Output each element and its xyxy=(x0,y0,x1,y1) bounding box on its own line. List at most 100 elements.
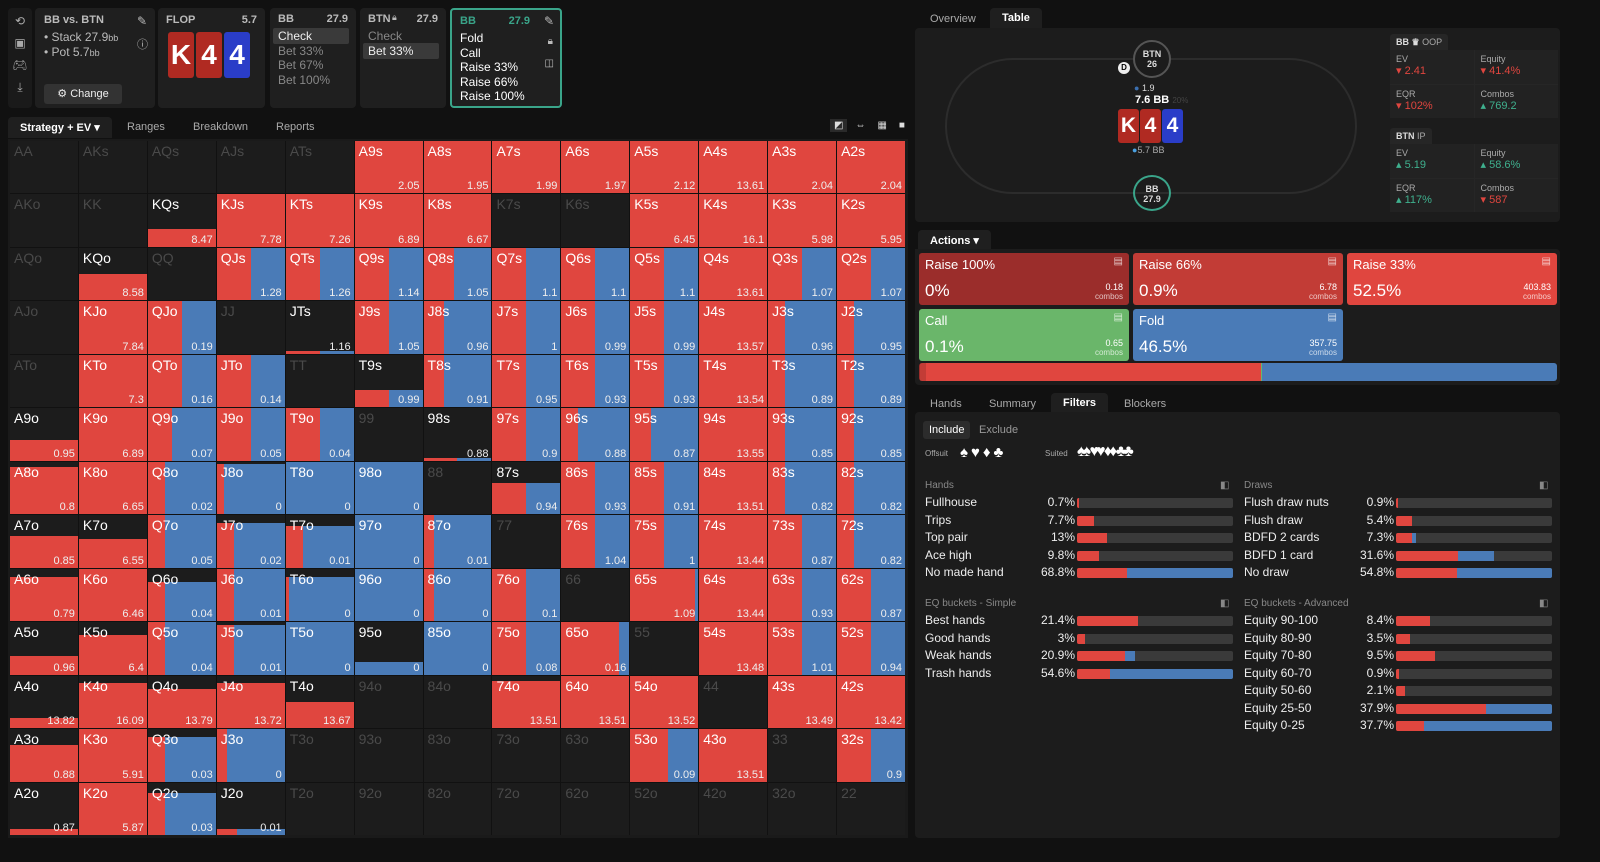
hand-cell[interactable]: K3o 5.91 xyxy=(78,729,147,782)
hand-cell[interactable]: 86s 0.93 xyxy=(561,461,630,515)
hand-cell[interactable]: Q4o 13.79 xyxy=(147,675,216,729)
hand-cell[interactable]: KQs 8.47 xyxy=(147,194,216,247)
hand-cell[interactable]: QQ xyxy=(147,247,216,301)
hand-cell[interactable]: 94o xyxy=(354,675,423,729)
filter-row[interactable]: BDFD 1 card 31.6% xyxy=(1244,548,1554,564)
node-option[interactable]: Call xyxy=(460,45,481,60)
tab-reports[interactable]: Reports xyxy=(276,121,315,133)
hand-cell[interactable]: 52o xyxy=(630,782,699,835)
actions-dropdown[interactable]: Actions ▾ xyxy=(918,230,991,251)
details-icon[interactable]: ▤ xyxy=(1327,256,1337,267)
filter-row[interactable]: Equity 70-80 9.5% xyxy=(1244,648,1554,664)
filter-row[interactable]: No made hand 68.8% xyxy=(925,565,1235,581)
filter-row[interactable]: Equity 90-100 8.4% xyxy=(1244,613,1554,629)
hand-cell[interactable]: 95o 0 xyxy=(354,622,423,675)
action-card-call[interactable]: Call 0.1% 0.65 combos ▤ xyxy=(919,309,1129,361)
hand-cell[interactable]: 43o 13.51 xyxy=(699,729,768,782)
hand-cell[interactable]: QTo 0.16 xyxy=(147,354,216,408)
filter-row[interactable]: Equity 60-70 0.9% xyxy=(1244,666,1554,682)
hand-cell[interactable]: ATo xyxy=(10,354,78,408)
hand-cell[interactable]: T3s 0.89 xyxy=(768,354,837,408)
hand-cell[interactable]: A5s 2.12 xyxy=(630,141,699,194)
hand-cell[interactable]: A3s 2.04 xyxy=(768,141,837,194)
hand-cell[interactable]: A8s 1.95 xyxy=(423,141,492,194)
hand-cell[interactable]: 77 xyxy=(492,515,561,568)
hand-cell[interactable]: J4s 13.57 xyxy=(699,301,768,354)
hand-cell[interactable]: KJs 7.78 xyxy=(216,194,285,247)
hand-cell[interactable]: KTs 7.26 xyxy=(285,194,354,247)
tab-filters[interactable]: Filters xyxy=(1051,393,1109,413)
hand-cell[interactable]: AJs xyxy=(216,141,285,194)
hand-cell[interactable]: 62s 0.87 xyxy=(837,568,905,622)
hand-cell[interactable]: J6s 0.99 xyxy=(561,301,630,354)
hand-cell[interactable]: 42o xyxy=(699,782,768,835)
hand-cell[interactable]: 44 xyxy=(699,675,768,729)
toggle-icon[interactable]: ◧ xyxy=(1539,480,1549,491)
hand-cell[interactable]: J2o 0.01 xyxy=(216,782,285,835)
hand-cell[interactable]: Q3s 1.07 xyxy=(768,247,837,301)
hand-cell[interactable]: QTs 1.26 xyxy=(285,247,354,301)
hand-cell[interactable]: K4s 16.1 xyxy=(699,194,768,247)
reset-icon[interactable]: ⟲ xyxy=(14,14,26,28)
hand-cell[interactable]: 87o 0.01 xyxy=(423,515,492,568)
hand-cell[interactable]: Q3o 0.03 xyxy=(147,729,216,782)
hand-cell[interactable]: K9o 6.89 xyxy=(78,408,147,461)
hand-cell[interactable]: 93s 0.85 xyxy=(768,408,837,461)
hand-cell[interactable]: A2s 2.04 xyxy=(837,141,905,194)
tab-ranges[interactable]: Ranges xyxy=(127,121,165,133)
hand-cell[interactable]: 54o 13.52 xyxy=(630,675,699,729)
hand-cell[interactable]: K4o 16.09 xyxy=(78,675,147,729)
hand-cell[interactable]: A9s 2.05 xyxy=(354,141,423,194)
hand-cell[interactable]: Q6o 0.04 xyxy=(147,568,216,622)
hand-cell[interactable]: T7s 0.95 xyxy=(492,354,561,408)
filter-row[interactable]: Good hands 3% xyxy=(925,631,1235,647)
hand-cell[interactable]: TT xyxy=(285,354,354,408)
action-card-raise-66[interactable]: Raise 66% 0.9% 6.78 combos ▤ xyxy=(1133,253,1343,305)
node-option[interactable]: Raise 33% xyxy=(460,60,519,75)
hand-cell[interactable]: 93o xyxy=(354,729,423,782)
hand-cell[interactable]: 85o 0 xyxy=(423,622,492,675)
info-icon[interactable]: ⓘ xyxy=(137,39,148,51)
hand-cell[interactable]: AKo xyxy=(10,194,78,247)
hand-cell[interactable]: J4o 13.72 xyxy=(216,675,285,729)
hand-cell[interactable]: T5s 0.93 xyxy=(630,354,699,408)
hand-cell[interactable]: 64s 13.44 xyxy=(699,568,768,622)
compare-icon[interactable]: ⇔ xyxy=(855,120,866,131)
hand-cell[interactable]: T9s 0.99 xyxy=(354,354,423,408)
hand-cell[interactable]: ATs xyxy=(285,141,354,194)
seat-bb[interactable]: BB 27.9 xyxy=(1133,175,1171,211)
hand-cell[interactable]: T5o 0 xyxy=(285,622,354,675)
hand-cell[interactable]: T2s 0.89 xyxy=(837,354,905,408)
hand-cell[interactable]: K3s 5.98 xyxy=(768,194,837,247)
node-option[interactable]: Fold xyxy=(460,31,484,45)
hand-cell[interactable]: A4s 13.61 xyxy=(699,141,768,194)
hand-cell[interactable]: Q2o 0.03 xyxy=(147,782,216,835)
node-option[interactable]: Check xyxy=(368,29,403,43)
hand-cell[interactable]: Q9o 0.07 xyxy=(147,408,216,461)
tab-table[interactable]: Table xyxy=(990,8,1042,28)
toggle-icon[interactable]: ◧ xyxy=(1220,480,1230,491)
hand-cell[interactable]: K5o 6.4 xyxy=(78,622,147,675)
toggle-icon[interactable]: ◧ xyxy=(1539,598,1549,609)
tab-hands[interactable]: Hands xyxy=(930,398,962,410)
hand-cell[interactable]: 86o 0 xyxy=(423,568,492,622)
hand-cell[interactable]: J5o 0.01 xyxy=(216,622,285,675)
hand-cell[interactable]: J9s 1.05 xyxy=(354,301,423,354)
hand-cell[interactable]: 82o xyxy=(423,782,492,835)
edit-icon[interactable]: ✎ xyxy=(543,14,554,28)
hand-cell[interactable]: 32s 0.9 xyxy=(837,729,905,782)
node-option[interactable]: Raise 66% xyxy=(460,74,519,89)
hand-cell[interactable]: A7s 1.99 xyxy=(492,141,561,194)
hand-cell[interactable]: 92s 0.85 xyxy=(837,408,905,461)
grid-icon[interactable]: ▦ xyxy=(877,120,887,131)
hand-cell[interactable]: JTs 1.16 xyxy=(285,301,354,354)
hand-cell[interactable]: A7o 0.85 xyxy=(10,515,78,568)
hand-cell[interactable]: J7o 0.02 xyxy=(216,515,285,568)
hand-cell[interactable]: 99 xyxy=(354,408,423,461)
hand-cell[interactable]: AA xyxy=(10,141,78,194)
filter-row[interactable]: BDFD 2 cards 7.3% xyxy=(1244,530,1554,546)
hand-cell[interactable]: K8o 6.65 xyxy=(78,461,147,515)
hand-cell[interactable]: Q4s 13.61 xyxy=(699,247,768,301)
hand-cell[interactable]: J5s 0.99 xyxy=(630,301,699,354)
hand-cell[interactable]: 95s 0.87 xyxy=(630,408,699,461)
